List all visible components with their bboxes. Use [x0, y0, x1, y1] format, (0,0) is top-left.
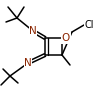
Text: N: N — [29, 26, 37, 36]
Text: Cl: Cl — [84, 20, 94, 30]
Text: O: O — [62, 33, 70, 43]
Text: N: N — [24, 58, 32, 68]
